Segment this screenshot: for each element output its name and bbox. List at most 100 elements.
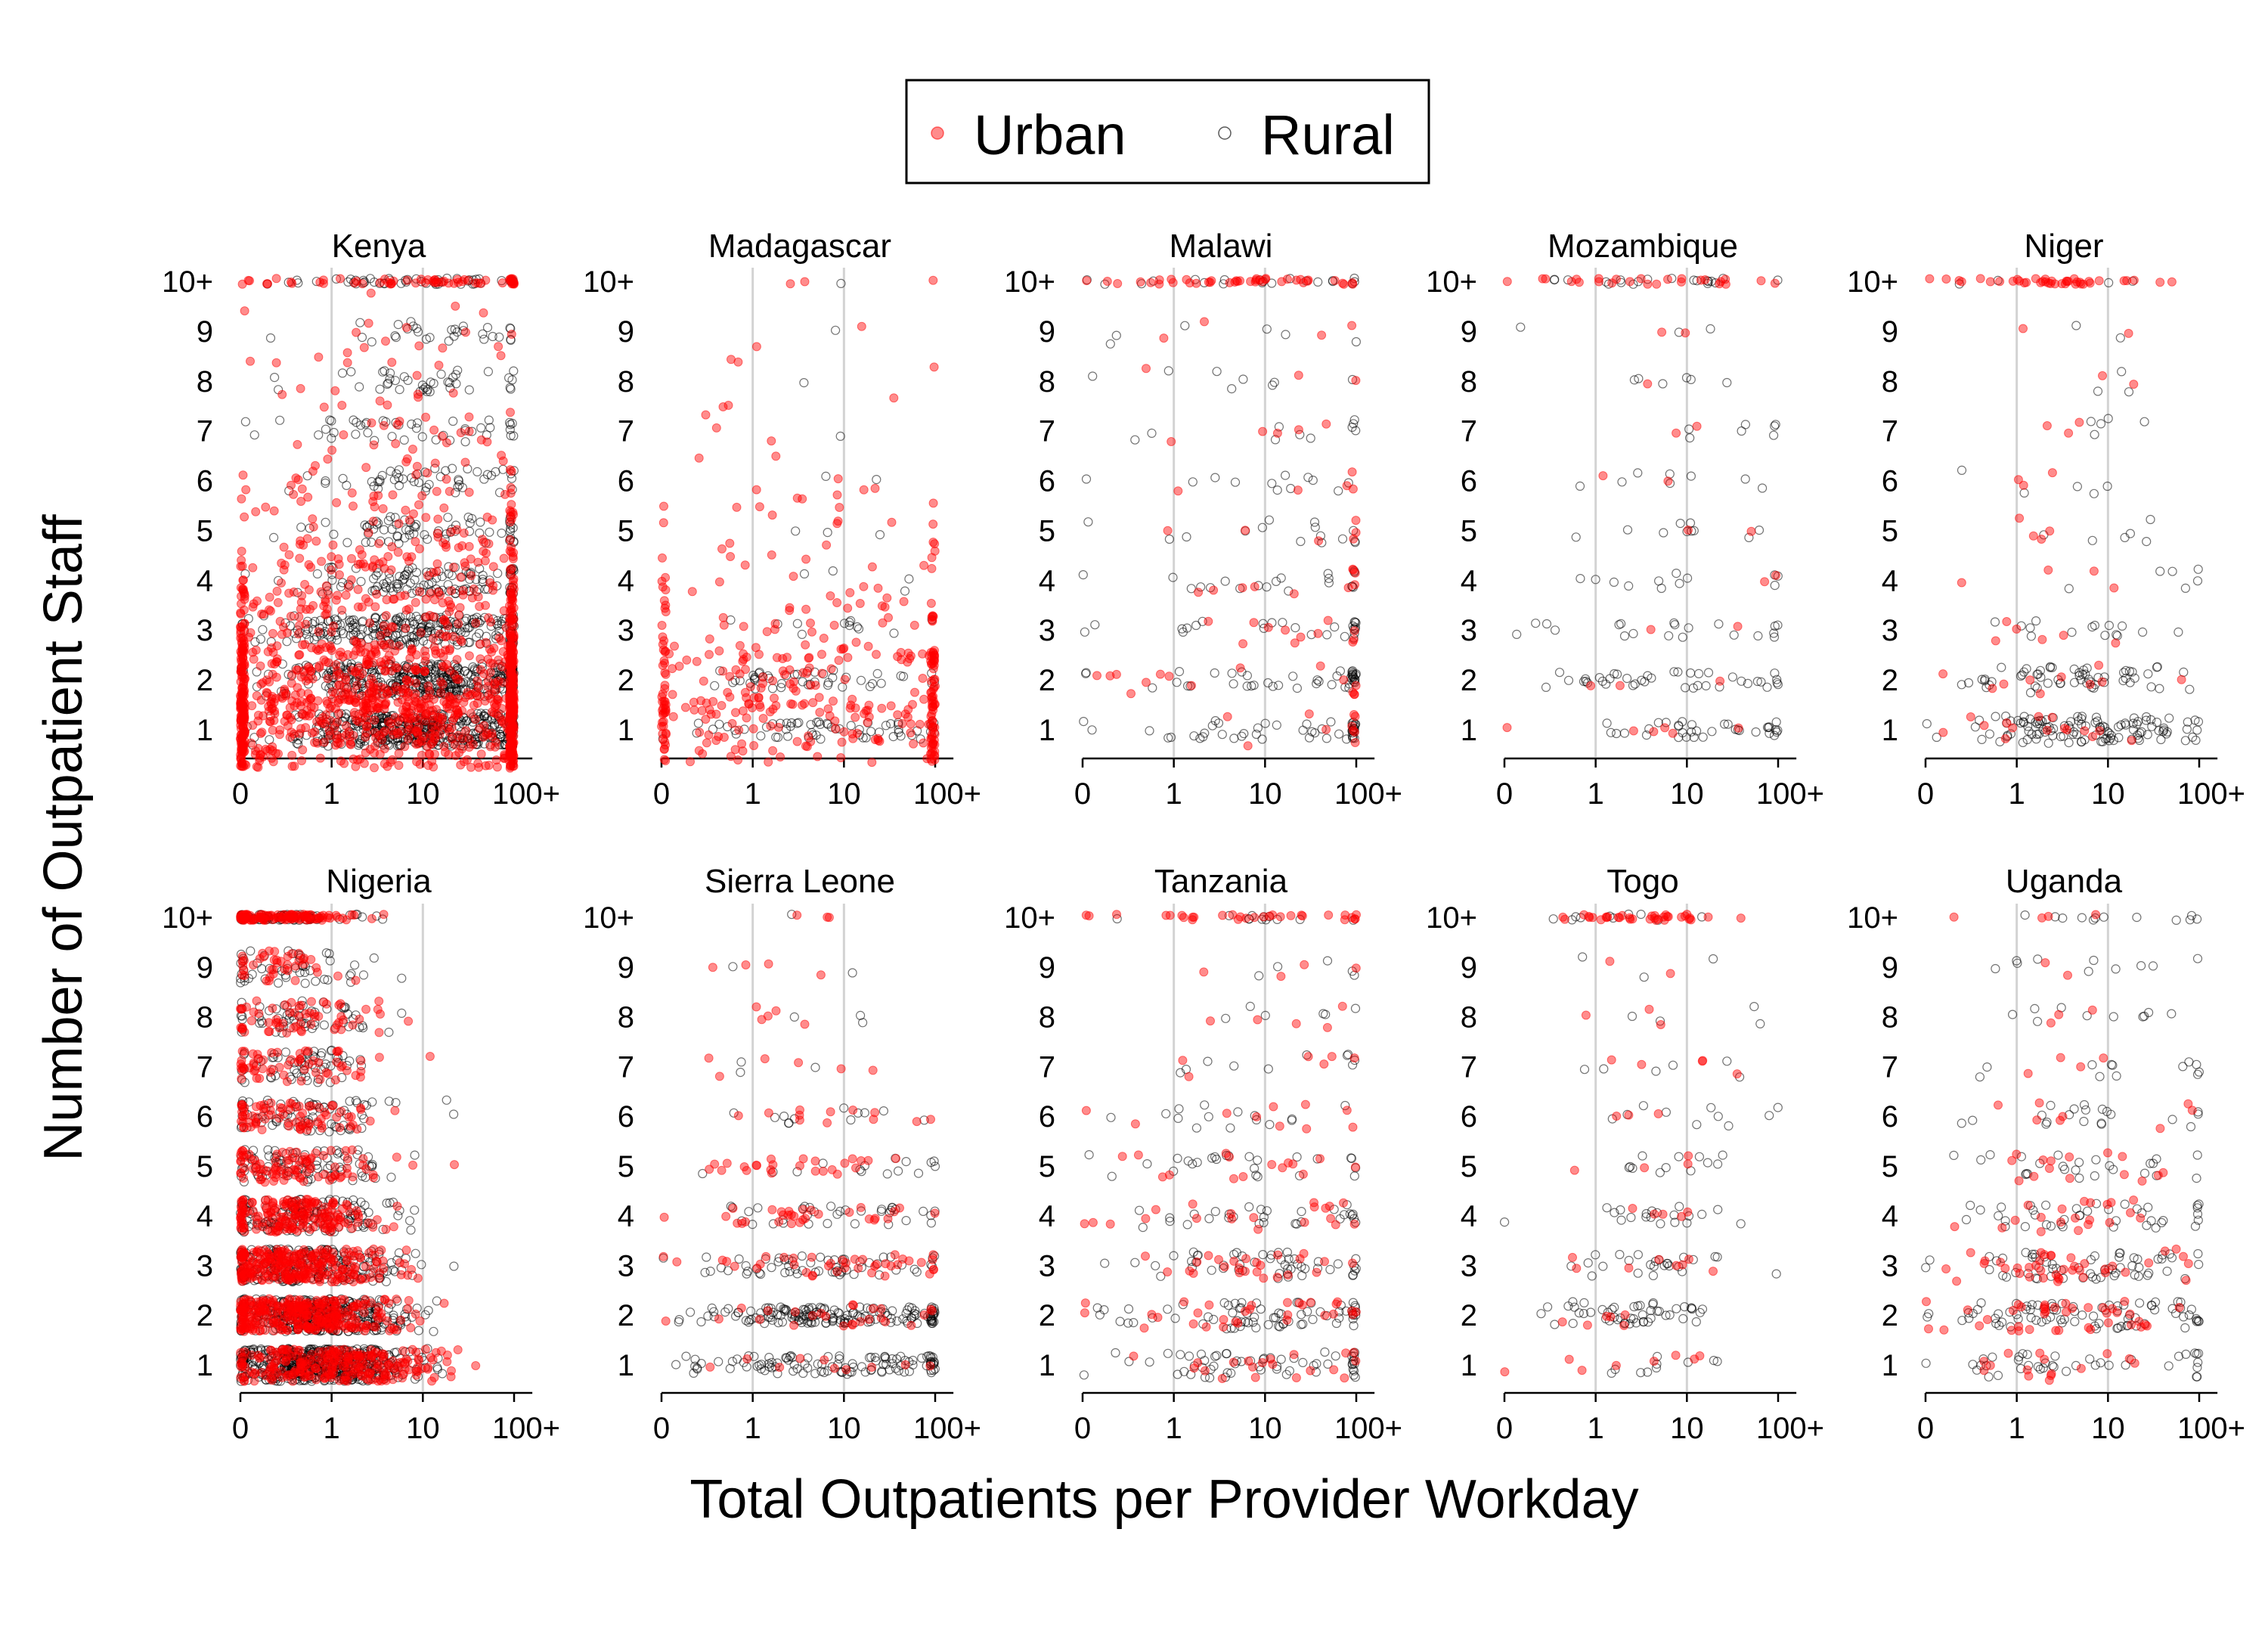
urban-point — [658, 721, 668, 731]
rural-point — [1541, 682, 1551, 693]
rural-point — [312, 569, 322, 579]
urban-point — [658, 553, 667, 563]
urban-point — [660, 681, 670, 690]
urban-point — [1684, 526, 1693, 535]
urban-point — [928, 520, 938, 529]
urban-point — [702, 738, 711, 748]
urban-point — [717, 544, 727, 554]
urban-point — [401, 457, 411, 467]
urban-point — [798, 700, 807, 710]
rural-point — [1253, 723, 1263, 733]
rural-point — [367, 537, 376, 547]
rural-point — [2072, 482, 2082, 492]
urban-point — [1636, 274, 1646, 284]
urban-point — [357, 602, 367, 612]
urban-point — [1348, 637, 1358, 647]
urban-point — [404, 677, 414, 687]
rural-point — [479, 334, 489, 344]
rural-point — [767, 684, 778, 693]
urban-point — [1995, 277, 2005, 287]
rural-point — [1609, 577, 1619, 588]
rural-point — [1658, 379, 1668, 389]
rural-point — [1272, 720, 1281, 730]
urban-point — [429, 762, 438, 772]
urban-point — [447, 586, 456, 596]
x-tick-label: 1 — [745, 777, 761, 811]
urban-point — [877, 601, 887, 611]
rural-point — [838, 682, 847, 692]
y-tick-label: 2 — [1882, 664, 1898, 697]
urban-point — [464, 426, 474, 436]
urban-point — [296, 701, 305, 711]
urban-point — [488, 562, 498, 572]
y-tick-label: 9 — [197, 951, 213, 985]
rural-point — [457, 738, 468, 749]
urban-point — [336, 733, 346, 743]
urban-point — [1677, 277, 1686, 287]
y-tick-label: 5 — [197, 514, 213, 547]
rural-point — [360, 520, 370, 530]
urban-point — [391, 439, 401, 448]
urban-point — [496, 351, 506, 361]
y-tick-label: 1 — [618, 714, 634, 747]
urban-point — [919, 738, 928, 748]
urban-point — [464, 488, 474, 497]
urban-point — [472, 676, 482, 686]
rural-point — [497, 528, 507, 538]
y-axis-title: Number of Outpatient Staff — [33, 513, 94, 1161]
urban-point — [492, 762, 502, 772]
urban-point — [2129, 380, 2139, 389]
rural-point — [1145, 726, 1154, 736]
urban-point — [1294, 425, 1303, 435]
urban-point — [310, 737, 320, 747]
urban-point — [469, 584, 479, 594]
urban-point — [485, 742, 495, 752]
urban-point — [2084, 277, 2094, 287]
urban-point — [361, 594, 370, 603]
urban-point — [2097, 677, 2107, 687]
urban-point — [661, 699, 671, 709]
x-tick-label: 100+ — [2177, 777, 2245, 811]
urban-point — [237, 599, 246, 609]
urban-point — [893, 652, 903, 662]
x-tick-label: 1 — [2009, 777, 2025, 811]
urban-point — [870, 483, 880, 493]
urban-point — [843, 603, 853, 613]
rural-point — [823, 527, 832, 538]
urban-point — [312, 717, 322, 727]
rural-point — [476, 517, 485, 527]
rural-point — [876, 678, 886, 688]
urban-point — [2177, 675, 2186, 684]
urban-point — [764, 757, 773, 767]
urban-point — [456, 572, 466, 582]
urban-point — [240, 512, 249, 522]
rural-point — [367, 337, 376, 347]
rural-point — [1619, 631, 1630, 641]
y-tick-label: 10+ — [1426, 265, 1477, 299]
urban-point — [2045, 526, 2055, 536]
rural-point — [1701, 681, 1711, 691]
urban-point — [2127, 736, 2136, 746]
urban-point — [374, 538, 384, 548]
rural-point — [1698, 732, 1708, 742]
urban-point — [2037, 634, 2047, 644]
rural-point — [792, 619, 803, 628]
rural-point — [1251, 729, 1262, 740]
urban-point — [2025, 675, 2035, 685]
urban-point — [863, 641, 873, 651]
rural-point — [1217, 730, 1227, 740]
urban-point — [401, 605, 411, 615]
urban-point — [659, 501, 668, 511]
rural-point — [363, 625, 373, 635]
urban-point — [389, 594, 398, 604]
urban-point — [236, 667, 246, 677]
rural-point — [1228, 679, 1238, 689]
urban-point — [877, 703, 887, 713]
urban-point — [265, 592, 274, 602]
urban-point — [832, 598, 842, 607]
y-tick-label: 8 — [1461, 365, 1477, 399]
rural-point — [1210, 473, 1220, 482]
urban-point — [851, 637, 861, 647]
rural-point — [2090, 430, 2099, 439]
